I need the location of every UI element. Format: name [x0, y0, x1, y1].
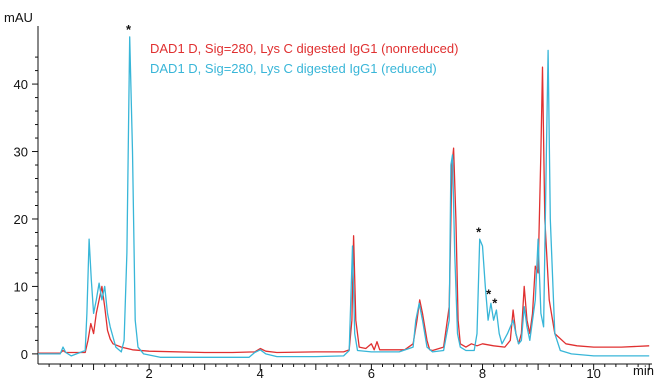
axes: 0 10 20 30 40 2 4 6 8 10: [14, 26, 652, 379]
legend-entry-reduced: DAD1 D, Sig=280, Lys C digested IgG1 (re…: [150, 61, 437, 76]
y-tick-label: 20: [14, 212, 28, 227]
peak-marker-asterisk: *: [476, 225, 482, 240]
x-axis-unit-label: min: [633, 363, 654, 378]
peak-marker-asterisk: *: [492, 295, 498, 310]
x-tick-label: 2: [146, 366, 153, 379]
x-tick-label: 8: [479, 366, 486, 379]
x-tick-label: 10: [586, 366, 600, 379]
legend: DAD1 D, Sig=280, Lys C digested IgG1 (no…: [150, 41, 458, 76]
series-line-nonreduced: [38, 66, 650, 354]
peak-marker-asterisk: *: [486, 287, 492, 302]
legend-entry-nonreduced: DAD1 D, Sig=280, Lys C digested IgG1 (no…: [150, 41, 458, 56]
series-layer: [38, 36, 650, 358]
series-line-reduced: [38, 36, 650, 358]
y-tick-label: 30: [14, 145, 28, 160]
y-tick-label: 0: [21, 347, 28, 362]
x-tick-label: 6: [368, 366, 375, 379]
annotation-layer: ****: [126, 22, 498, 310]
peak-marker-asterisk: *: [126, 22, 132, 37]
x-tick-label: 4: [257, 366, 264, 379]
y-tick-label: 10: [14, 279, 28, 294]
y-tick-label: 40: [14, 77, 28, 92]
y-axis-unit-label: mAU: [4, 10, 33, 25]
